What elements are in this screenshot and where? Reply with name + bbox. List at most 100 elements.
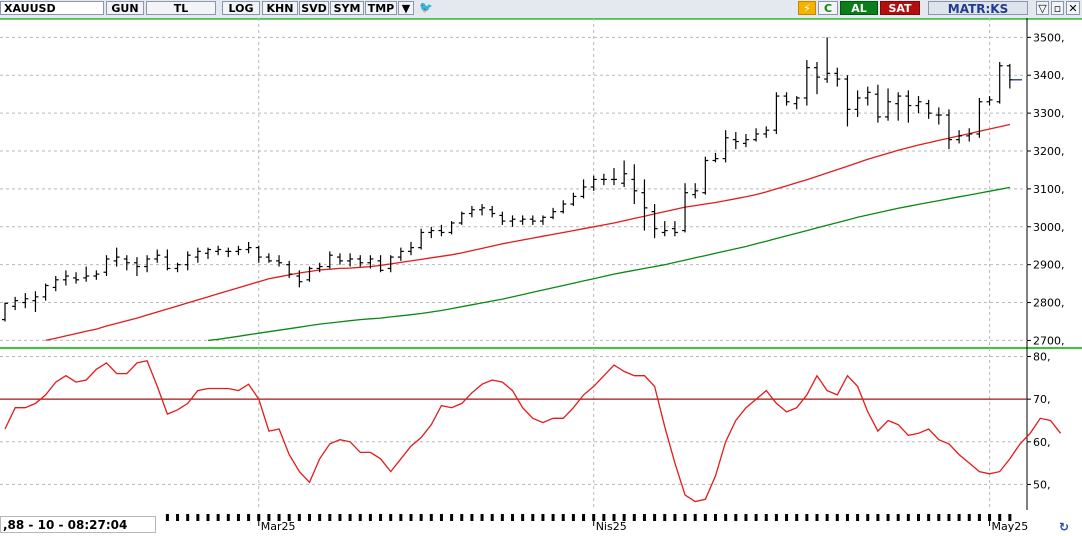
x-axis-tick [409, 514, 413, 521]
ohlc-bar [326, 251, 333, 269]
ohlc-bar [418, 228, 425, 250]
sell-button[interactable]: SAT [880, 1, 920, 15]
ohlc-bar [753, 128, 760, 142]
price-tick-label: 3400, [1033, 69, 1065, 82]
ohlc-bar [945, 109, 952, 150]
currency-button[interactable]: TL [146, 1, 216, 15]
ohlc-bar [874, 84, 881, 123]
lightning-icon[interactable]: ⚡ [798, 1, 816, 15]
ohlc-bar [123, 255, 130, 271]
price-tick-label: 2800, [1033, 297, 1065, 310]
chart-area[interactable]: 2700, 2800, 2900, 3000, 3100, 3200, 3300, 3400,… [0, 18, 1082, 536]
ohlc-bar [397, 247, 404, 261]
x-axis-tick [267, 514, 271, 521]
ohlc-bar [580, 179, 587, 199]
x-axis-tick [754, 514, 758, 521]
c-button[interactable]: C [818, 1, 838, 15]
period-button[interactable]: GUN [106, 1, 144, 15]
x-axis-tick [622, 514, 626, 521]
ohlc-bar [103, 255, 110, 277]
minimize-icon[interactable]: ▫ [1051, 1, 1064, 15]
x-axis-tick [338, 514, 342, 521]
rsi-tick-label: 80, [1033, 351, 1051, 364]
x-axis-tick [247, 514, 251, 521]
price-tick-label: 3200, [1033, 145, 1065, 158]
ohlc-bar [235, 245, 242, 256]
x-axis-label: Nis25 [596, 520, 627, 533]
ohlc-bar [164, 249, 171, 271]
x-axis-tick [724, 514, 728, 521]
ohlc-bar [935, 107, 942, 125]
ohlc-bar [925, 99, 932, 119]
x-axis-tick [906, 514, 910, 521]
symbol-field[interactable]: XAUUSD [0, 1, 104, 15]
ohlc-bar [671, 221, 678, 237]
price-tick-label: 3300, [1033, 107, 1065, 120]
ohlc-bar [336, 253, 343, 265]
log-scale-button[interactable]: LOG [222, 1, 260, 15]
x-axis-tick [947, 514, 951, 521]
ohlc-bar [895, 92, 902, 121]
ohlc-bar [438, 224, 445, 237]
price-tick-label: 3000, [1033, 221, 1065, 234]
x-axis-tick [429, 514, 433, 521]
x-axis-tick [500, 514, 504, 521]
buy-button[interactable]: AL [840, 1, 878, 15]
x-axis-tick [866, 514, 870, 521]
x-axis-tick [318, 514, 322, 521]
ohlc-bar [732, 132, 739, 150]
ohlc-bar [590, 175, 597, 191]
sym-button[interactable]: SYM [330, 1, 364, 15]
ohlc-bar [499, 211, 506, 225]
triangle-down-icon[interactable]: ▼ [398, 1, 414, 15]
x-axis-tick [612, 514, 616, 521]
ohlc-bar [661, 221, 668, 237]
ohlc-bar [144, 255, 151, 273]
svd-button[interactable]: SVD [299, 1, 329, 15]
ohlc-bar [286, 260, 293, 278]
x-axis-tick [236, 514, 240, 521]
ohlc-bar [621, 160, 628, 187]
x-axis-tick [673, 514, 677, 521]
x-axis-tick [257, 514, 261, 521]
refresh-icon[interactable]: ↻ [1058, 520, 1070, 534]
rsi-tick-label: 60, [1033, 436, 1051, 449]
x-axis-tick [774, 514, 778, 521]
ohlc-bar [905, 90, 912, 123]
ohlc-bar [255, 245, 262, 263]
ohlc-bar [864, 86, 871, 106]
ohlc-bar [814, 61, 820, 95]
close-icon[interactable]: ✕ [1066, 1, 1080, 15]
x-axis-tick [328, 514, 332, 521]
ohlc-bar [113, 247, 120, 267]
ohlc-bar [2, 302, 8, 322]
x-axis-tick [582, 514, 586, 521]
x-axis-tick [825, 514, 829, 521]
khn-button[interactable]: KHN [262, 1, 298, 15]
ohlc-bar [570, 192, 577, 206]
ohlc-bar [854, 90, 861, 117]
x-axis-tick [176, 514, 180, 521]
ohlc-bar [296, 270, 303, 288]
x-axis-tick [460, 514, 464, 521]
menu-down-icon[interactable]: ▽ [1036, 1, 1049, 15]
ohlc-bar [509, 215, 516, 227]
twitter-bird-icon[interactable]: 🐦 [416, 1, 436, 15]
ohlc-bar [742, 133, 749, 148]
ohlc-bar [458, 211, 465, 225]
ohlc-bar [174, 262, 181, 273]
x-axis-tick [835, 514, 839, 521]
x-axis-tick [977, 514, 981, 521]
x-axis-tick [480, 514, 484, 521]
template-button[interactable]: TMP [365, 1, 397, 15]
ohlc-bar [448, 221, 455, 235]
ohlc-bar [631, 164, 638, 205]
ohlc-bar [428, 226, 435, 239]
moving-average-short [45, 123, 1011, 342]
ohlc-bar [357, 255, 364, 267]
matriks-logo: MATR:KS [928, 1, 1028, 16]
ohlc-bar [133, 257, 140, 277]
x-axis-tick [632, 514, 636, 521]
x-axis-tick [186, 514, 190, 521]
